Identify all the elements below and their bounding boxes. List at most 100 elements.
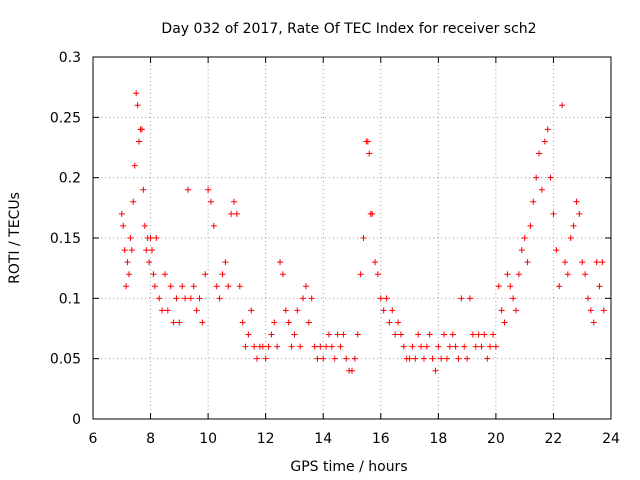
data-point: [397, 331, 404, 338]
data-point: [179, 283, 186, 290]
y-tick-label: 0.3: [59, 50, 81, 66]
data-point: [527, 222, 534, 229]
data-point: [392, 331, 399, 338]
data-point: [121, 247, 128, 254]
data-point: [524, 259, 531, 266]
data-point: [521, 235, 528, 241]
x-tick-label: 24: [602, 431, 620, 447]
data-point: [596, 283, 603, 290]
data-point: [138, 126, 145, 133]
data-point: [143, 247, 150, 254]
data-point: [151, 283, 158, 290]
data-point: [429, 355, 436, 362]
data-point: [184, 186, 191, 193]
data-point: [559, 102, 566, 109]
data-point: [340, 331, 347, 338]
data-point: [182, 295, 189, 302]
x-tick-label: 6: [89, 431, 98, 447]
data-point: [207, 198, 214, 205]
data-point: [484, 355, 491, 362]
y-tick-label: 0.25: [50, 110, 81, 126]
data-point: [300, 295, 307, 302]
data-point: [268, 331, 275, 338]
x-tick-label: 10: [199, 431, 217, 447]
data-point: [599, 259, 606, 266]
y-tick-label: 0.05: [50, 352, 81, 368]
data-point: [239, 319, 246, 326]
data-point: [449, 331, 456, 338]
data-point: [245, 331, 252, 338]
data-point: [317, 343, 324, 350]
data-point: [478, 343, 485, 350]
data-point: [190, 283, 197, 290]
data-point: [308, 295, 315, 302]
data-point: [125, 271, 132, 278]
data-point: [600, 307, 607, 314]
data-point: [225, 283, 232, 290]
data-point: [337, 343, 344, 350]
data-point: [196, 295, 203, 302]
data-point: [418, 343, 425, 350]
data-point: [305, 319, 312, 326]
data-point: [302, 283, 309, 290]
data-point: [259, 343, 266, 350]
data-point: [570, 222, 577, 229]
data-point: [374, 271, 381, 278]
data-point: [236, 283, 243, 290]
data-point: [536, 150, 543, 157]
data-point: [550, 210, 557, 217]
data-point: [153, 235, 160, 241]
data-point: [466, 295, 473, 302]
data-point: [233, 210, 240, 217]
data-point: [386, 319, 393, 326]
data-point: [423, 343, 430, 350]
data-point: [395, 319, 402, 326]
data-point: [343, 355, 350, 362]
data-points: [118, 90, 607, 374]
data-point: [213, 283, 220, 290]
data-point: [205, 186, 212, 193]
data-point: [187, 295, 194, 302]
data-point: [420, 355, 427, 362]
grid-lines: [93, 57, 611, 419]
data-point: [492, 343, 499, 350]
x-tick-label: 8: [146, 431, 155, 447]
data-point: [231, 198, 238, 205]
data-point: [561, 259, 568, 266]
y-tick-label: 0.15: [50, 231, 81, 247]
data-point: [587, 307, 594, 314]
data-point: [469, 331, 476, 338]
x-tick-label: 12: [257, 431, 275, 447]
data-point: [504, 271, 511, 278]
data-point: [124, 259, 131, 266]
data-point: [564, 271, 571, 278]
data-point: [228, 210, 235, 217]
data-point: [481, 331, 488, 338]
data-point: [176, 319, 183, 326]
plot-frame: [92, 56, 612, 420]
data-point: [415, 331, 422, 338]
data-point: [472, 343, 479, 350]
data-point: [426, 331, 433, 338]
data-point: [150, 271, 157, 278]
data-point: [222, 259, 229, 266]
data-point: [475, 331, 482, 338]
data-point: [147, 235, 154, 241]
y-tick-label: 0.2: [59, 171, 81, 187]
data-point: [412, 355, 419, 362]
data-point: [331, 355, 338, 362]
data-point: [248, 307, 255, 314]
data-point: [167, 283, 174, 290]
y-tick-label: 0: [72, 412, 81, 428]
data-point: [120, 222, 127, 229]
data-point: [282, 307, 289, 314]
data-point: [161, 271, 168, 278]
data-point: [366, 150, 373, 157]
data-point: [285, 319, 292, 326]
data-point: [547, 174, 554, 181]
data-point: [254, 355, 261, 362]
data-point: [567, 235, 574, 241]
x-tick-label: 22: [545, 431, 563, 447]
data-point: [141, 222, 148, 229]
data-point: [334, 331, 341, 338]
